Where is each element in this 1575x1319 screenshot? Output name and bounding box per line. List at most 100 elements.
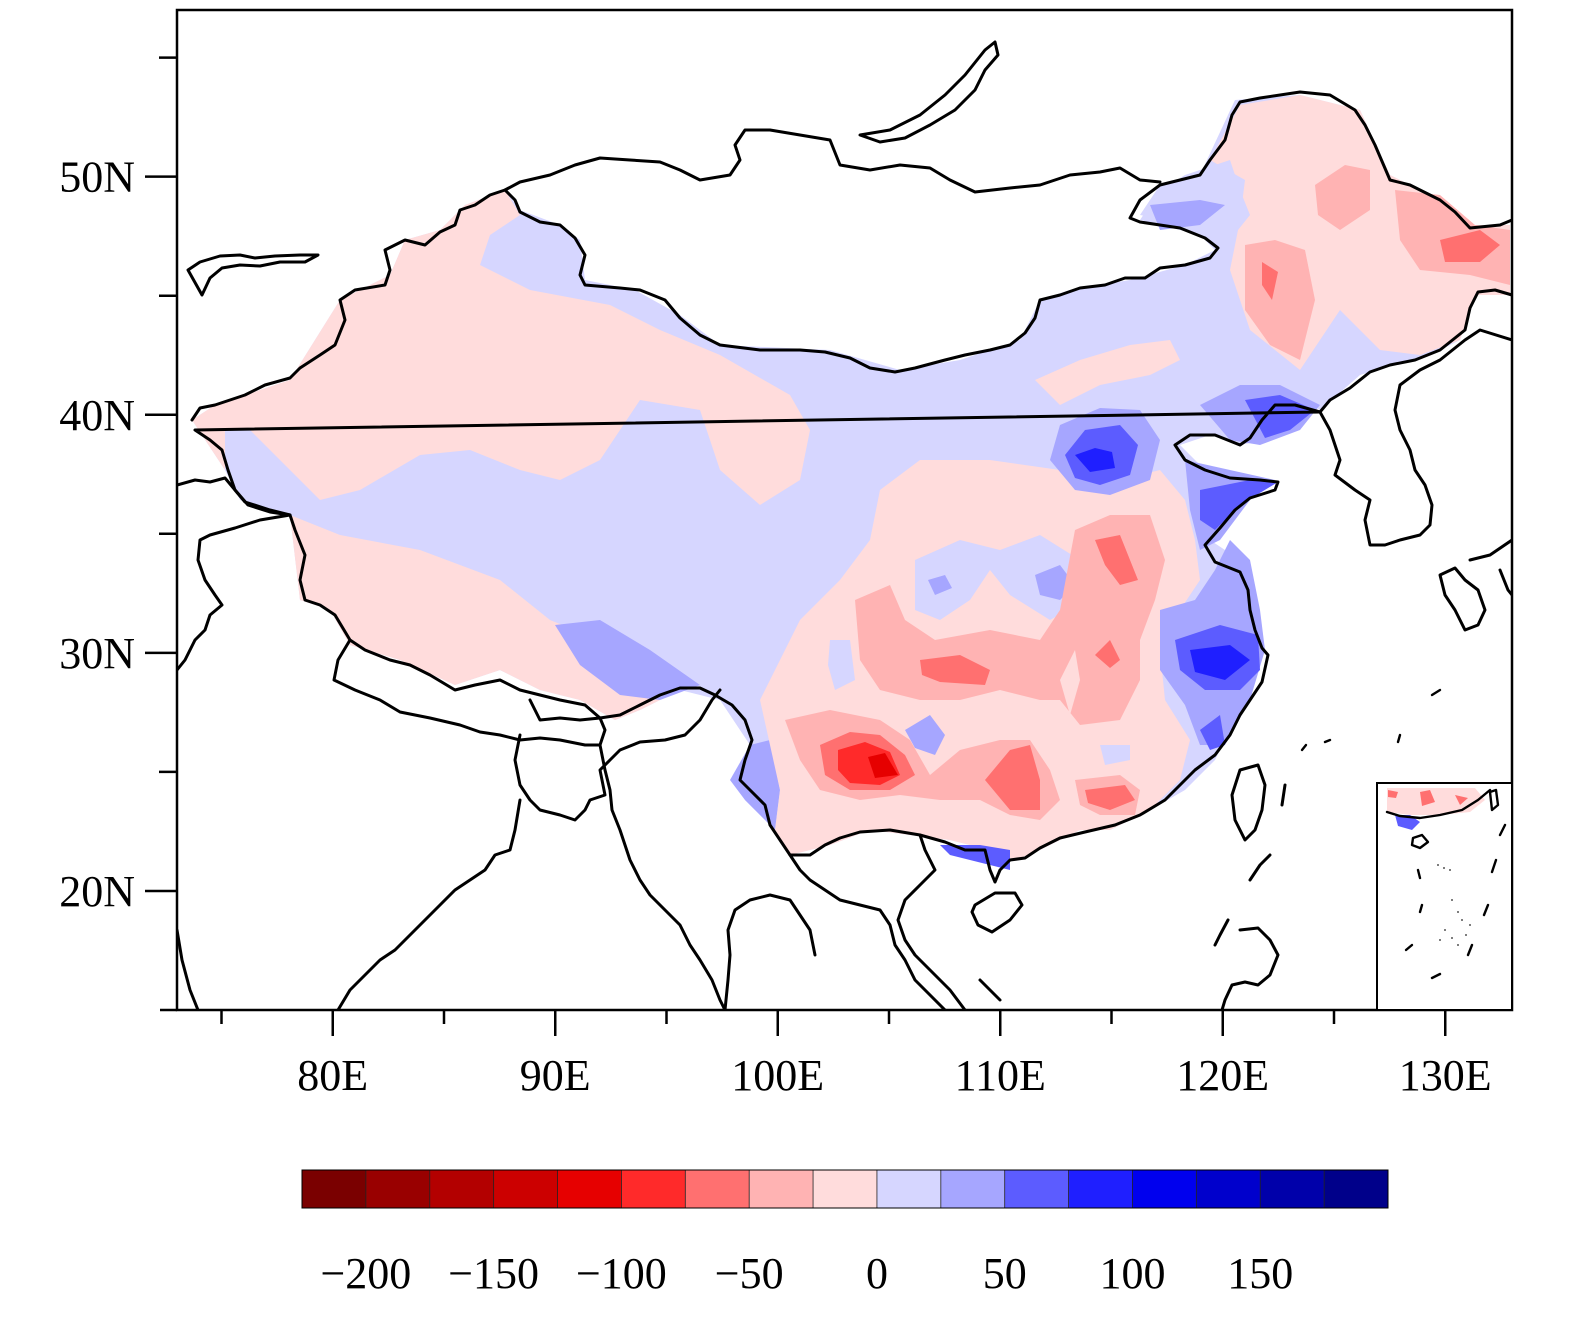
scs-islet <box>978 978 1002 1002</box>
colorbar-swatch <box>493 1170 559 1208</box>
luzon-island <box>1220 926 1280 1010</box>
coastlines <box>177 40 1512 1010</box>
taiwan-island <box>1230 763 1267 842</box>
contour-blue-guangdong <box>1100 745 1130 765</box>
inset-red3 <box>1388 790 1398 798</box>
mongolia-border <box>503 128 1162 194</box>
bangladesh <box>513 688 722 822</box>
contour-pink-ne-mid2 <box>1315 165 1370 230</box>
inset-dash3 <box>1404 943 1414 952</box>
colorbar-swatch <box>940 1170 1006 1208</box>
contour-blue-center <box>915 535 1085 620</box>
colorbar-swatch <box>685 1170 750 1208</box>
y-tick-label: 40N <box>59 391 135 440</box>
contour-red-7 <box>1095 640 1120 668</box>
colorbar-swatch <box>1196 1170 1261 1208</box>
contour-red-3 <box>868 753 898 778</box>
contour-blue-ne-strip <box>1140 160 1250 240</box>
inset-islands <box>1437 864 1471 946</box>
contour-red-8 <box>1085 785 1135 810</box>
thai-coast <box>723 893 817 1010</box>
myanmar-coast <box>598 743 727 1010</box>
contour-red-ne <box>1262 262 1278 300</box>
plot-frame <box>175 8 1514 1012</box>
contour-blue-tibet <box>555 620 700 700</box>
y-tick-label: 50N <box>59 153 135 202</box>
philippines-3 <box>1280 783 1287 807</box>
inset-dash5 <box>1466 943 1474 957</box>
inset-taiwan <box>1488 788 1500 812</box>
japan-coast2 <box>1498 568 1512 597</box>
inset-dash7 <box>1490 858 1498 874</box>
inset-pink <box>1387 788 1485 815</box>
india-east-coast <box>336 798 522 1010</box>
contour-pink-north <box>1035 340 1180 405</box>
x-tick-label: 80E <box>297 1051 368 1100</box>
contour-blue-hebei3 <box>1075 448 1115 472</box>
colorbar <box>301 1169 1389 1209</box>
colorbar-label: 150 <box>1227 1249 1293 1298</box>
contour-red-4 <box>920 655 990 685</box>
contour-blue-guizhou <box>905 715 945 755</box>
y-tick-label: 20N <box>59 867 135 916</box>
inset-coast <box>1385 788 1492 820</box>
contour-fill <box>192 95 1510 870</box>
y-tick-label: 30N <box>59 629 135 678</box>
map-plot-area <box>177 40 1512 1010</box>
contour-blue-ne-strip2 <box>1150 200 1225 230</box>
inset-blue <box>1395 815 1420 830</box>
inset-red <box>1420 790 1435 806</box>
colorbar-frame <box>301 1169 1389 1209</box>
inset-dash1 <box>1416 868 1422 880</box>
x-tick-label: 90E <box>520 1051 591 1100</box>
lake-balkhash <box>186 253 320 297</box>
colorbar-label: −150 <box>448 1249 539 1298</box>
lake-baikal <box>858 40 1000 144</box>
colorbar-label: −200 <box>320 1249 411 1298</box>
japan-kyushu <box>1438 566 1487 632</box>
colorbar-label: −100 <box>576 1249 667 1298</box>
colorbar-swatch <box>429 1170 495 1208</box>
inset-south-china-sea <box>1376 782 1513 1011</box>
contour-blue-east3 <box>1190 645 1250 680</box>
contour-blue-hunan <box>828 640 855 690</box>
contour-pink-tibet <box>240 500 690 720</box>
china-border-ne <box>1318 288 1512 414</box>
colorbar-swatch <box>749 1170 814 1208</box>
india-border <box>177 476 292 672</box>
contour-red-ne2 <box>1440 230 1500 262</box>
inset-dash4 <box>1430 972 1442 980</box>
x-tick-label: 100E <box>731 1051 824 1100</box>
colorbar-swatch <box>1068 1170 1133 1208</box>
colorbar-swatch <box>813 1170 878 1208</box>
colorbar-swatch <box>621 1170 686 1208</box>
axis-labels: 80E 90E 100E 110E 120E 130E 20N 30N 40N 50N <box>59 153 1491 1100</box>
contour-blue-center3 <box>928 575 952 595</box>
philippines-2 <box>1213 918 1230 947</box>
ryukyu-3 <box>1300 743 1308 752</box>
x-tick-label: 120E <box>1176 1051 1269 1100</box>
indochina-coast <box>788 853 947 1010</box>
colorbar-swatch <box>876 1170 942 1208</box>
ryukyu-2 <box>1430 688 1442 697</box>
colorbar-label: 100 <box>1099 1249 1165 1298</box>
nepal-bhutan <box>528 698 607 747</box>
contour-red-5 <box>985 745 1040 810</box>
contour-blue-hainan <box>940 845 1010 870</box>
x-tick-label: 130E <box>1399 1051 1492 1100</box>
ryukyu-1 <box>1396 733 1402 744</box>
vietnam-coast <box>896 833 967 1010</box>
colorbar-label: 0 <box>866 1249 888 1298</box>
china-coast-bohai <box>193 403 1322 884</box>
colorbar-swatch <box>1324 1170 1389 1208</box>
inset-dash2 <box>1418 903 1424 914</box>
colorbar-label: 50 <box>983 1249 1027 1298</box>
colorbar-swatch <box>1004 1170 1070 1208</box>
china-border <box>190 90 1512 422</box>
philippines-1 <box>1248 853 1272 882</box>
colorbar-swatch <box>557 1170 622 1208</box>
japan-honshu <box>1468 538 1512 562</box>
colorbar-swatch <box>365 1170 431 1208</box>
korea-peninsula <box>1318 328 1512 547</box>
